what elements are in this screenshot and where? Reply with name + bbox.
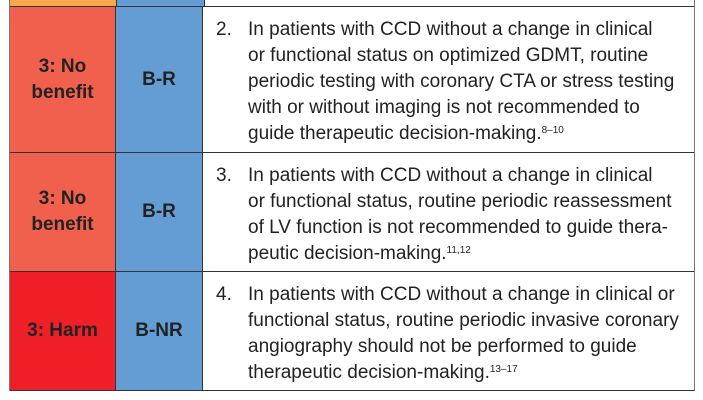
recommendations-table: 3: No benefit B-R 2. In patients with CCD…: [9, 0, 695, 391]
cor-line: 3: No: [38, 188, 87, 209]
previous-row-remnant: [10, 0, 694, 7]
table-row: 3: No benefit B-R 3. In patients with CCD…: [10, 153, 694, 272]
table-row: 3: No benefit B-R 2. In patients with CCD…: [10, 7, 694, 153]
text-line: guide therapeutic decision-making.: [248, 123, 542, 144]
level-of-evidence: B-NR: [116, 272, 203, 390]
loe-cell: [117, 0, 205, 6]
recommendation-number: 4.: [216, 284, 232, 305]
reference-superscript: 11,12: [446, 245, 471, 256]
class-of-recommendation: 3: No benefit: [10, 153, 116, 271]
class-of-recommendation: 3: No benefit: [10, 7, 116, 152]
text-line: angiography should not be performed to g…: [248, 336, 637, 357]
recommendation-text: 3. In patients with CCD without a change…: [203, 153, 694, 271]
cor-line: benefit: [31, 214, 94, 235]
recommendation-number: 2.: [216, 19, 232, 40]
reference-superscript: 8–10: [541, 125, 564, 136]
text-line: In patients with CCD without a change in…: [248, 165, 653, 186]
level-of-evidence: B-R: [116, 153, 203, 271]
text-line: with or without imaging is not recommend…: [248, 97, 640, 118]
cor-cell: [10, 0, 117, 6]
cor-line: 3: No: [38, 55, 87, 77]
level-of-evidence: B-R: [116, 7, 203, 152]
text-line: peutic decision-making.: [248, 243, 447, 264]
text-line: or functional status, routine periodic r…: [248, 191, 672, 212]
text-line: In patients with CCD without a change in…: [248, 19, 653, 40]
table-row: 3: Harm B-NR 4. In patients with CCD wit…: [10, 272, 694, 391]
recommendation-text: 2. In patients with CCD without a change…: [203, 7, 694, 152]
recommendation-text: 4. In patients with CCD without a change…: [203, 272, 694, 390]
text-line: functional status, routine periodic inva…: [248, 310, 679, 331]
text-line: of LV function is not recommended to gui…: [248, 217, 669, 238]
class-of-recommendation: 3: Harm: [10, 272, 116, 390]
text-line: therapeutic decision-making.: [248, 362, 490, 383]
cor-line: benefit: [31, 81, 94, 103]
text-line: In patients with CCD without a change in…: [248, 284, 675, 305]
text-line: periodic testing with coronary CTA or st…: [248, 71, 675, 92]
recommendation-number: 3.: [216, 165, 232, 186]
reference-superscript: 13–17: [489, 364, 518, 375]
cor-line: 3: Harm: [27, 320, 98, 341]
text-line: or functional status on optimized GDMT, …: [248, 45, 649, 66]
